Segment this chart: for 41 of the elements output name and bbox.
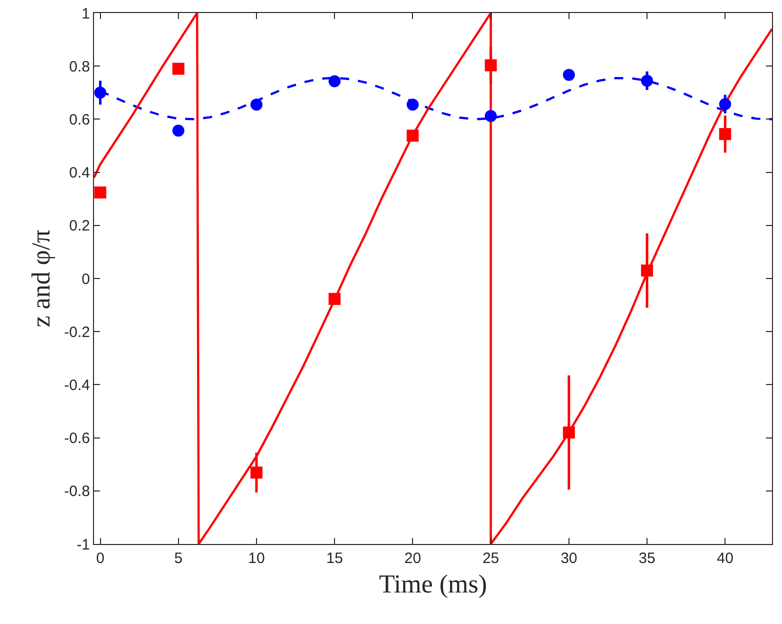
x-tick-label: 30 [560,550,578,567]
y-tick-label: -0.8 [64,483,90,500]
point [641,264,654,277]
x-tick-label: 15 [326,550,343,567]
y-tick-label: 0.2 [69,218,90,235]
point [562,426,575,438]
point [484,110,497,122]
point [250,466,262,479]
y-tick-label: 0.8 [69,58,90,76]
y-tick-label: -0.6 [64,430,90,448]
point [719,98,732,110]
x-tick-label: 25 [482,550,500,567]
point [484,59,497,72]
y-tick-label: 0 [82,270,90,288]
point [328,292,341,305]
point [641,74,654,87]
y-tick-label: 0.4 [69,164,90,182]
y-tick-label: 1 [82,5,90,22]
x-tick-label: 40 [716,550,734,567]
x-tick-label: 5 [174,550,183,567]
y-tick-label: 0.6 [69,111,90,128]
line-series [94,13,772,544]
point [406,130,419,142]
point [172,62,184,75]
y-tick-label: -0.2 [64,324,90,341]
point [94,186,106,198]
y-tick-label: -0.4 [64,376,90,394]
point [328,75,341,88]
y-axis-title: z and φ/π [26,230,56,328]
point [94,86,106,99]
point [172,124,184,137]
x-tick-label: 20 [404,550,422,567]
x-tick-label: 10 [248,550,265,567]
point [406,98,419,111]
point [562,68,575,81]
x-axis-title: Time (ms) [378,570,488,599]
y-tick-label: -1 [76,536,90,554]
x-tick-label: 0 [96,550,104,567]
point [719,128,732,140]
point [250,98,262,111]
x-tick-label: 35 [638,550,656,567]
